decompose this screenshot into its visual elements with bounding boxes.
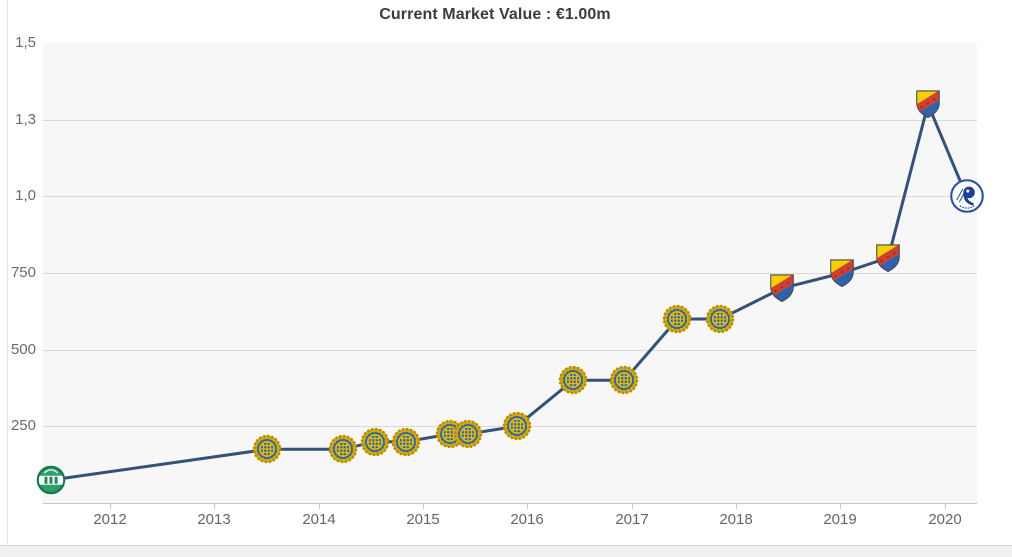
y-gridline xyxy=(43,350,977,351)
x-axis-tick-mark xyxy=(736,503,737,509)
data-point-yellow-blue-wreath[interactable] xyxy=(609,365,640,396)
yellow-blue-wreath-crest-icon xyxy=(360,427,390,457)
y-gridline xyxy=(43,120,977,121)
x-axis-tick-mark xyxy=(319,503,320,509)
x-axis-tick-label: 2019 xyxy=(823,511,857,528)
y-axis-tick-label: 1,5 xyxy=(15,34,36,51)
data-point-green-white-round[interactable] xyxy=(36,465,66,495)
x-axis-tick-label: 2017 xyxy=(615,511,649,528)
data-point-yellow-blue-wreath[interactable] xyxy=(662,304,693,335)
x-axis-tick-mark xyxy=(527,503,528,509)
yellow-blue-wreath-crest-icon xyxy=(662,304,692,334)
red-yellow-blue-shield-crest-icon xyxy=(916,90,940,119)
page-background-strip xyxy=(0,546,1012,557)
data-point-red-yellow-blue-shield[interactable] xyxy=(769,273,796,304)
red-yellow-blue-shield-crest-icon xyxy=(770,274,794,303)
y-gridline xyxy=(43,196,977,197)
yellow-blue-wreath-crest-icon xyxy=(453,419,483,449)
chart-title: Current Market Value : €1.00m xyxy=(379,6,611,23)
data-point-yellow-blue-wreath[interactable] xyxy=(360,427,391,458)
x-axis-tick-label: 2015 xyxy=(406,511,440,528)
green-white-round-crest-icon xyxy=(36,465,66,495)
x-axis-tick-label: 2013 xyxy=(197,511,231,528)
data-point-blue-white-circle[interactable] xyxy=(950,179,985,214)
yellow-blue-wreath-crest-icon xyxy=(252,434,282,464)
data-point-yellow-blue-wreath[interactable] xyxy=(328,434,359,465)
x-axis-tick-label: 2012 xyxy=(93,511,127,528)
data-point-red-yellow-blue-shield[interactable] xyxy=(915,89,942,120)
x-axis-tick-mark xyxy=(945,503,946,509)
y-axis-tick-label: 750 xyxy=(10,264,36,281)
yellow-blue-wreath-crest-icon xyxy=(391,427,421,457)
red-yellow-blue-shield-crest-icon xyxy=(876,244,900,273)
y-axis-tick-label: 1,0 xyxy=(15,187,36,204)
x-axis-tick-label: 2020 xyxy=(928,511,962,528)
yellow-blue-wreath-crest-icon xyxy=(328,434,358,464)
data-point-red-yellow-blue-shield[interactable] xyxy=(829,258,856,289)
blue-white-circle-crest-icon xyxy=(950,179,984,213)
x-axis-tick-label: 2018 xyxy=(719,511,753,528)
x-axis-tick-mark xyxy=(423,503,424,509)
x-axis-tick-label: 2014 xyxy=(302,511,336,528)
y-axis-tick-label: 1,3 xyxy=(15,111,36,128)
yellow-blue-wreath-crest-icon xyxy=(705,304,735,334)
data-point-yellow-blue-wreath[interactable] xyxy=(252,434,283,465)
card-left-border xyxy=(7,0,8,545)
data-point-yellow-blue-wreath[interactable] xyxy=(502,411,533,442)
data-point-yellow-blue-wreath[interactable] xyxy=(558,365,589,396)
data-point-yellow-blue-wreath[interactable] xyxy=(391,427,422,458)
yellow-blue-wreath-crest-icon xyxy=(502,411,532,441)
x-axis-line xyxy=(43,503,977,504)
x-axis-tick-mark xyxy=(632,503,633,509)
data-point-red-yellow-blue-shield[interactable] xyxy=(875,243,902,274)
data-point-yellow-blue-wreath[interactable] xyxy=(453,419,484,450)
yellow-blue-wreath-crest-icon xyxy=(558,365,588,395)
x-axis-tick-mark xyxy=(214,503,215,509)
x-axis-tick-mark xyxy=(840,503,841,509)
y-axis-tick-label: 250 xyxy=(10,417,36,434)
x-axis-tick-mark xyxy=(110,503,111,509)
yellow-blue-wreath-crest-icon xyxy=(609,365,639,395)
x-axis-tick-label: 2016 xyxy=(510,511,544,528)
y-axis-tick-label: 500 xyxy=(10,341,36,358)
data-point-yellow-blue-wreath[interactable] xyxy=(705,304,736,335)
red-yellow-blue-shield-crest-icon xyxy=(830,259,854,288)
card-bottom-divider xyxy=(0,545,1012,546)
